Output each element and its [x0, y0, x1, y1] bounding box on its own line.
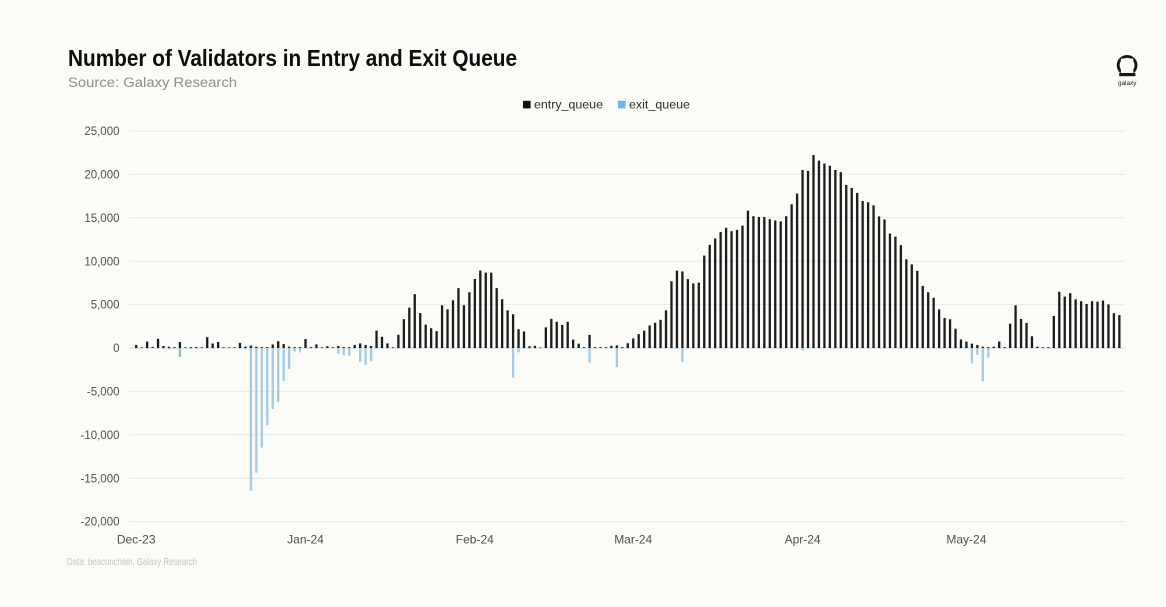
- svg-text:0: 0: [113, 343, 119, 355]
- svg-text:-15,000: -15,000: [80, 473, 119, 485]
- svg-text:-20,000: -20,000: [80, 517, 119, 529]
- svg-text:May-24: May-24: [946, 533, 986, 547]
- svg-text:exit_queue: exit_queue: [629, 100, 690, 112]
- svg-text:15,000: 15,000: [84, 213, 119, 225]
- svg-text:Apr-24: Apr-24: [785, 533, 821, 547]
- svg-text:Dec-23: Dec-23: [117, 533, 156, 547]
- svg-text:Mar-24: Mar-24: [614, 533, 652, 547]
- svg-text:Source: Galaxy Research: Source: Galaxy Research: [68, 75, 237, 90]
- svg-text:galaxy: galaxy: [1118, 80, 1137, 87]
- svg-text:10,000: 10,000: [84, 256, 119, 268]
- svg-text:Feb-24: Feb-24: [456, 533, 494, 547]
- svg-text:Number of Validators in Entry: Number of Validators in Entry and Exit Q…: [68, 45, 517, 71]
- svg-text:-5,000: -5,000: [87, 387, 120, 399]
- svg-text:Data: beaconchain, Galaxy Rese: Data: beaconchain, Galaxy Research: [67, 556, 197, 568]
- svg-text:5,000: 5,000: [91, 300, 120, 312]
- svg-text:20,000: 20,000: [84, 170, 119, 182]
- svg-text:25,000: 25,000: [84, 126, 119, 138]
- svg-text:entry_queue: entry_queue: [534, 100, 603, 112]
- svg-text:-10,000: -10,000: [80, 430, 119, 442]
- svg-text:Jan-24: Jan-24: [287, 533, 324, 547]
